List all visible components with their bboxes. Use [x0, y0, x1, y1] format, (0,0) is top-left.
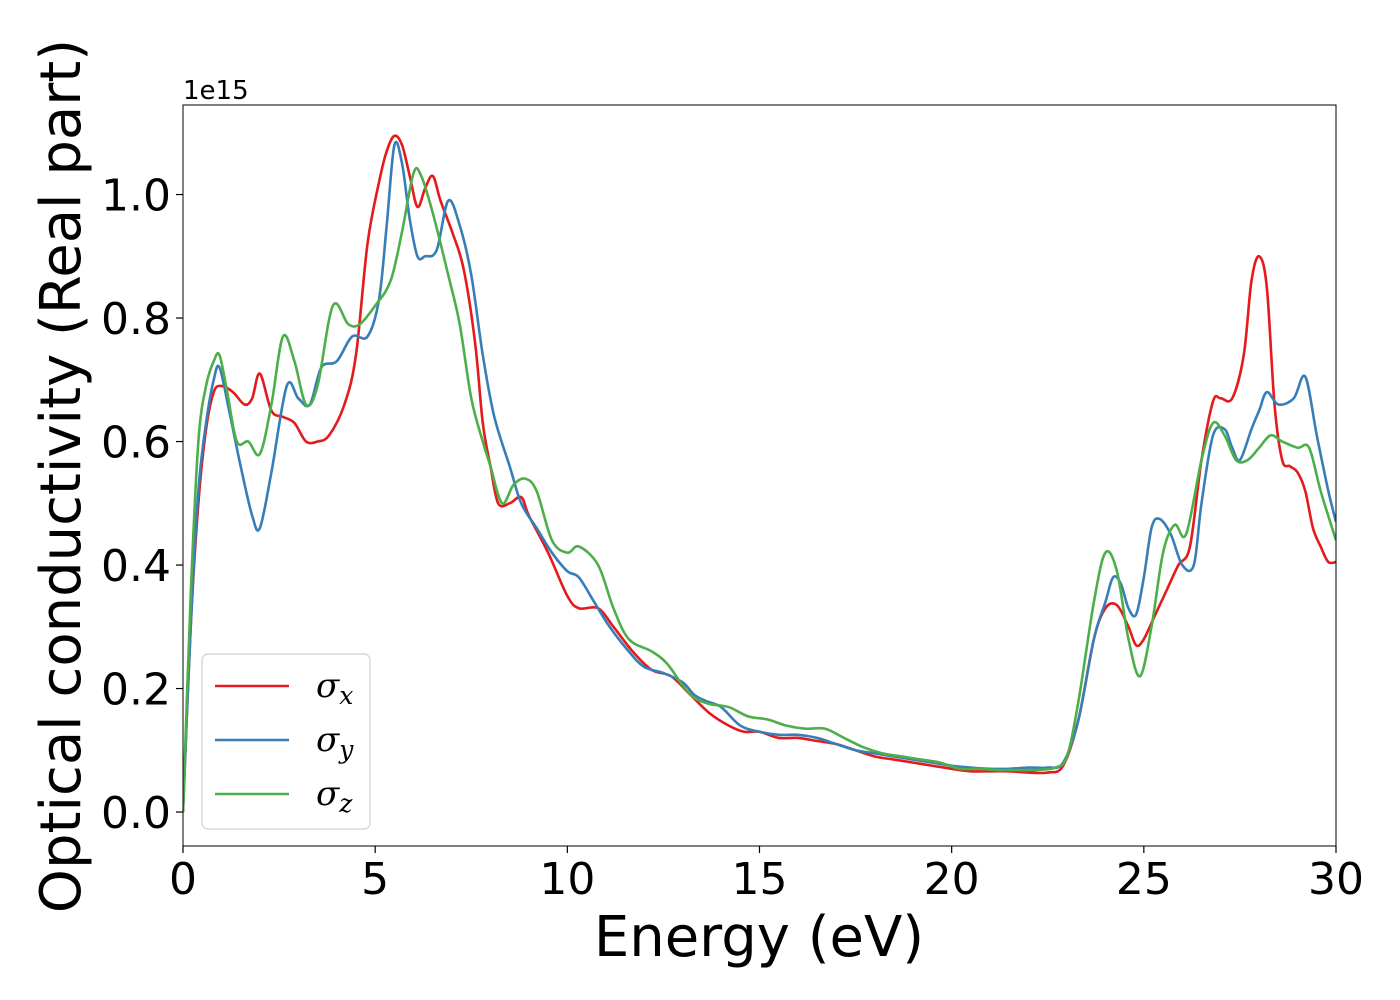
x-tick-label: 0 [169, 854, 197, 905]
x-tick-label: 25 [1116, 854, 1172, 905]
legend-box [201, 653, 371, 830]
x-tick-label: 20 [924, 854, 980, 905]
y-axis-label: Optical conductivity (Real part) [29, 39, 94, 913]
x-axis-label: Energy (eV) [594, 905, 924, 970]
series-line-x [183, 134, 1336, 813]
x-tick-label: 15 [732, 854, 788, 905]
y-scale-label: 1e15 [183, 76, 249, 106]
y-tick-label: 0.6 [101, 418, 171, 469]
y-tick-label: 0.4 [101, 541, 171, 592]
x-tick-label: 30 [1308, 854, 1364, 905]
plot-area [183, 105, 1336, 846]
y-tick-label: 0.0 [101, 788, 171, 839]
x-tick-label: 10 [539, 854, 595, 905]
y-axis-ticks: 0.0 0.2 0.4 0.6 0.8 1.0 [101, 171, 183, 839]
series-layer [183, 134, 1336, 813]
y-tick-label: 0.2 [101, 665, 171, 716]
x-tick-label: 5 [361, 854, 389, 905]
y-tick-label: 0.8 [101, 294, 171, 345]
series-line-z [183, 166, 1336, 813]
x-axis-ticks: 0 5 10 15 20 25 30 [169, 846, 1364, 905]
y-tick-label: 1.0 [101, 171, 171, 222]
